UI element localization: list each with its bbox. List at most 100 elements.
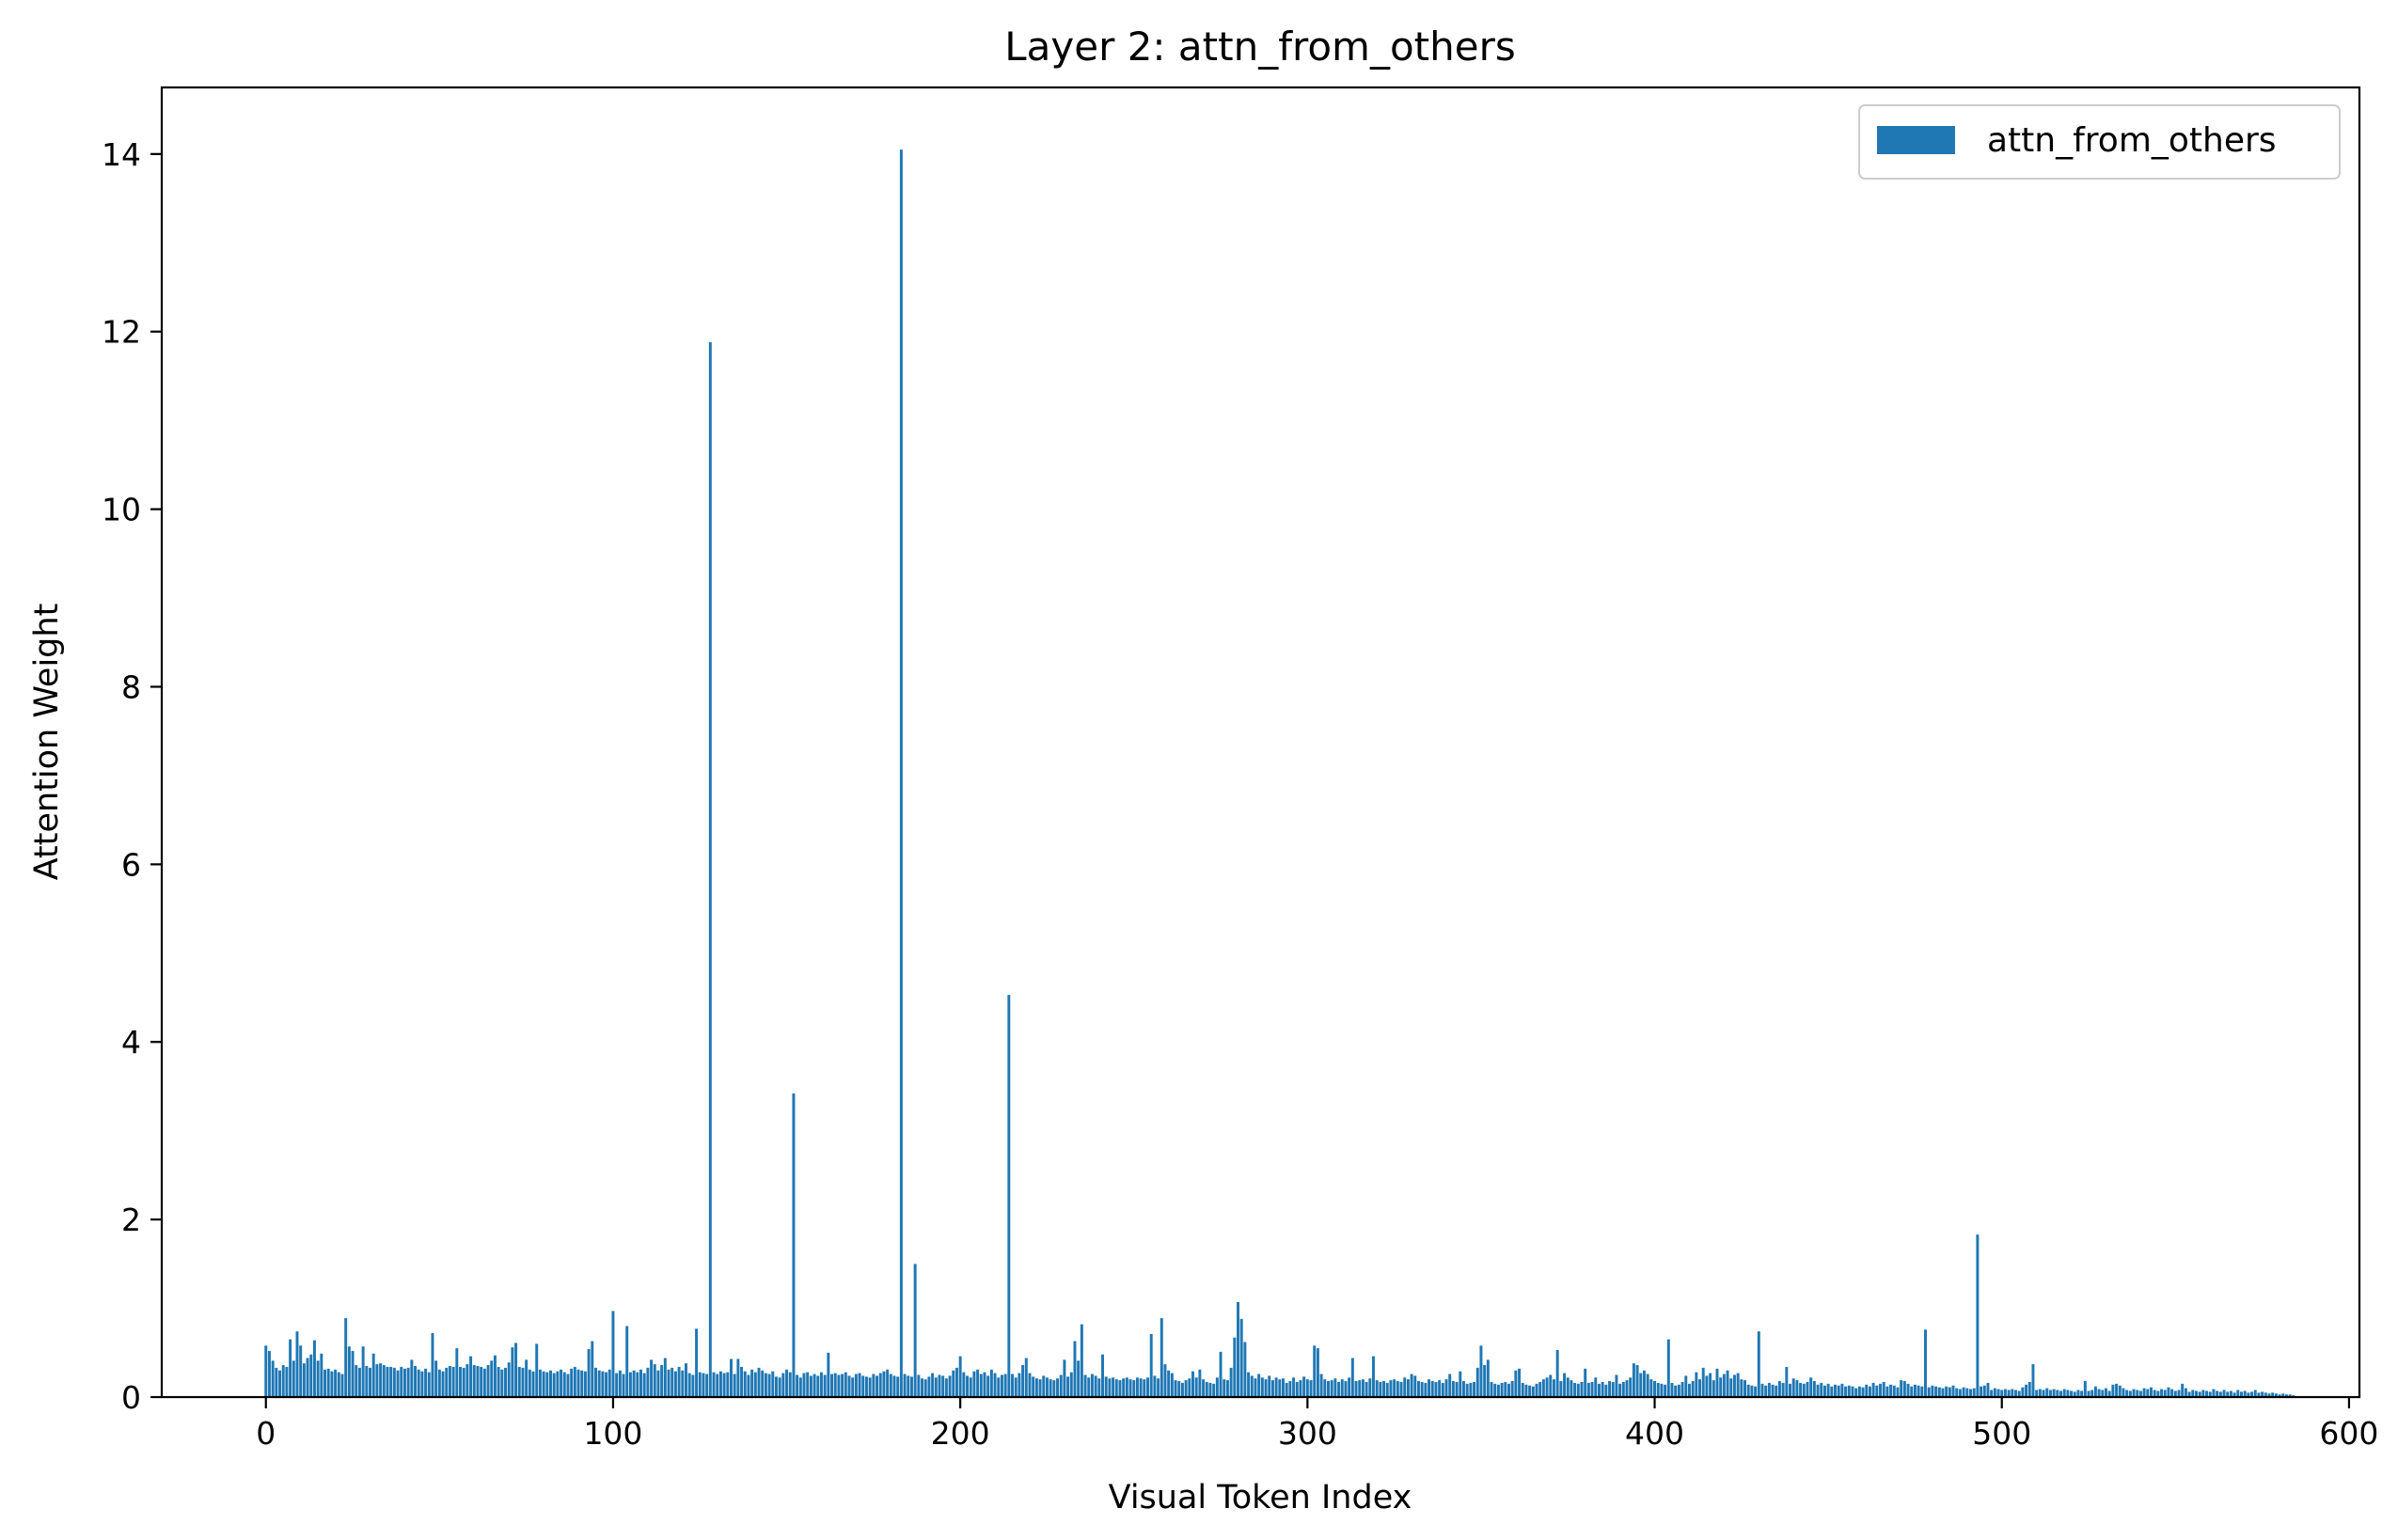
bar bbox=[1937, 1387, 1941, 1397]
bar bbox=[275, 1367, 278, 1397]
bar bbox=[1875, 1385, 1879, 1397]
bar bbox=[1896, 1387, 1900, 1397]
bar bbox=[278, 1370, 281, 1397]
bar bbox=[2107, 1391, 2111, 1397]
bar bbox=[417, 1369, 420, 1397]
bar bbox=[615, 1373, 619, 1397]
bar bbox=[1691, 1381, 1695, 1397]
bar bbox=[1243, 1342, 1247, 1397]
bar bbox=[587, 1349, 591, 1397]
bar bbox=[2208, 1391, 2212, 1397]
bar bbox=[369, 1367, 371, 1397]
bar bbox=[1906, 1383, 1910, 1397]
bar bbox=[2138, 1391, 2142, 1397]
bar bbox=[841, 1374, 844, 1397]
bar bbox=[1996, 1389, 2000, 1397]
bar bbox=[1608, 1381, 1612, 1397]
bar bbox=[1934, 1386, 1938, 1397]
bar bbox=[1473, 1381, 1476, 1397]
bar bbox=[573, 1366, 576, 1397]
bar bbox=[796, 1375, 799, 1397]
bar bbox=[1965, 1388, 1969, 1397]
bar bbox=[611, 1311, 615, 1397]
bar bbox=[913, 1264, 917, 1397]
bar bbox=[2093, 1386, 2097, 1397]
bar bbox=[2132, 1389, 2136, 1397]
bar bbox=[1365, 1381, 1368, 1397]
bar bbox=[1056, 1378, 1059, 1397]
bar bbox=[420, 1371, 424, 1397]
bar bbox=[833, 1373, 837, 1397]
bar bbox=[1580, 1381, 1584, 1397]
bar bbox=[2271, 1392, 2275, 1397]
bar bbox=[1851, 1386, 1854, 1397]
bar bbox=[545, 1372, 549, 1397]
bar bbox=[2274, 1393, 2278, 1397]
bar bbox=[1191, 1371, 1194, 1397]
bar bbox=[1180, 1382, 1184, 1397]
bar bbox=[316, 1360, 320, 1397]
bar bbox=[1913, 1384, 1917, 1397]
bar bbox=[2052, 1389, 2056, 1397]
bar bbox=[267, 1350, 271, 1397]
bar bbox=[993, 1373, 997, 1397]
bar bbox=[1709, 1373, 1712, 1397]
bar bbox=[2128, 1391, 2132, 1397]
bar bbox=[1924, 1329, 1927, 1397]
bar bbox=[560, 1369, 563, 1397]
bar bbox=[552, 1373, 556, 1397]
bar bbox=[323, 1369, 326, 1397]
bar bbox=[1305, 1379, 1309, 1397]
bar bbox=[1767, 1382, 1771, 1397]
bar bbox=[1479, 1345, 1483, 1397]
bar bbox=[1049, 1379, 1052, 1397]
bar bbox=[1822, 1385, 1826, 1397]
bar bbox=[482, 1368, 486, 1397]
bar bbox=[1789, 1383, 1791, 1397]
bar bbox=[1837, 1385, 1840, 1397]
bar bbox=[493, 1355, 497, 1397]
bar bbox=[2115, 1383, 2119, 1397]
bar bbox=[1112, 1377, 1115, 1397]
bar bbox=[1687, 1383, 1691, 1397]
bar bbox=[2118, 1385, 2122, 1397]
bar bbox=[1504, 1381, 1507, 1397]
bar bbox=[1677, 1384, 1680, 1397]
bar bbox=[1128, 1379, 1132, 1397]
bar bbox=[312, 1340, 316, 1397]
bar bbox=[1674, 1385, 1678, 1397]
bar bbox=[938, 1375, 941, 1397]
bar bbox=[1278, 1379, 1282, 1397]
bar bbox=[909, 1376, 913, 1397]
bar bbox=[903, 1374, 907, 1397]
bar bbox=[876, 1375, 879, 1397]
bar bbox=[792, 1093, 796, 1397]
y-axis-ticks: 0 2 4 6 8 10 12 14 bbox=[102, 136, 162, 1416]
bar bbox=[736, 1359, 740, 1397]
bar bbox=[1229, 1367, 1233, 1397]
bar bbox=[1212, 1383, 1216, 1397]
bar bbox=[1521, 1382, 1524, 1397]
bar bbox=[580, 1370, 584, 1397]
y-axis-label: Attention Weight bbox=[28, 604, 66, 881]
bar bbox=[1073, 1341, 1077, 1397]
bar bbox=[907, 1375, 910, 1397]
bar bbox=[625, 1326, 629, 1397]
bar bbox=[1146, 1377, 1149, 1397]
bar bbox=[379, 1363, 383, 1397]
bar bbox=[2170, 1389, 2174, 1397]
bar bbox=[1417, 1381, 1420, 1397]
bar bbox=[1302, 1376, 1306, 1397]
bar bbox=[1372, 1356, 1375, 1397]
bar bbox=[872, 1374, 876, 1397]
bar bbox=[1021, 1365, 1025, 1397]
bar bbox=[1611, 1381, 1615, 1397]
bar bbox=[775, 1376, 778, 1397]
bar bbox=[1576, 1383, 1580, 1397]
bar bbox=[365, 1365, 369, 1397]
bar bbox=[2122, 1388, 2125, 1397]
bar bbox=[465, 1364, 469, 1397]
bar bbox=[2156, 1391, 2160, 1397]
bar bbox=[642, 1373, 646, 1397]
bar bbox=[886, 1369, 890, 1397]
